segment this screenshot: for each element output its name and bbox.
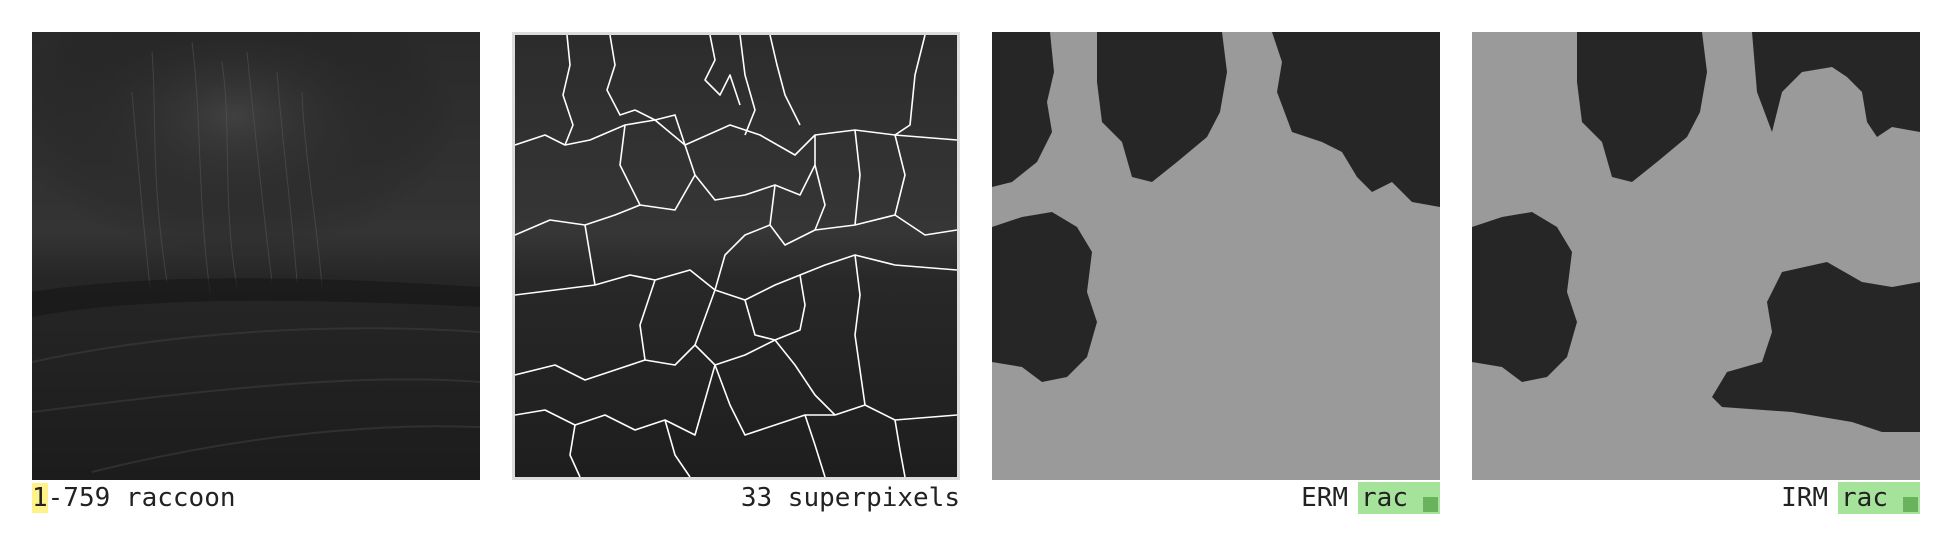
erm-prediction-badge: rac: [1358, 482, 1440, 514]
image-index: 1: [32, 483, 48, 513]
irm-mask-image: [1472, 32, 1920, 480]
irm-prediction-label: rac: [1841, 483, 1888, 513]
irm-label: IRM: [1781, 483, 1829, 513]
original-image: [32, 32, 480, 480]
original-caption: 1-759 raccoon: [32, 482, 480, 514]
erm-badge-square-icon: [1423, 497, 1438, 512]
irm-prediction-badge: rac: [1838, 482, 1920, 514]
erm-mask-image: [992, 32, 1440, 480]
irm-caption: IRM rac: [1472, 482, 1920, 514]
erm-prediction-label: rac: [1361, 483, 1408, 513]
superpixel-caption: 33 superpixels: [740, 483, 960, 513]
superpixel-image: [512, 32, 960, 480]
irm-badge-square-icon: [1903, 497, 1918, 512]
erm-label: ERM: [1301, 483, 1349, 513]
erm-caption: ERM rac: [992, 482, 1440, 514]
image-label: -759 raccoon: [47, 483, 236, 513]
